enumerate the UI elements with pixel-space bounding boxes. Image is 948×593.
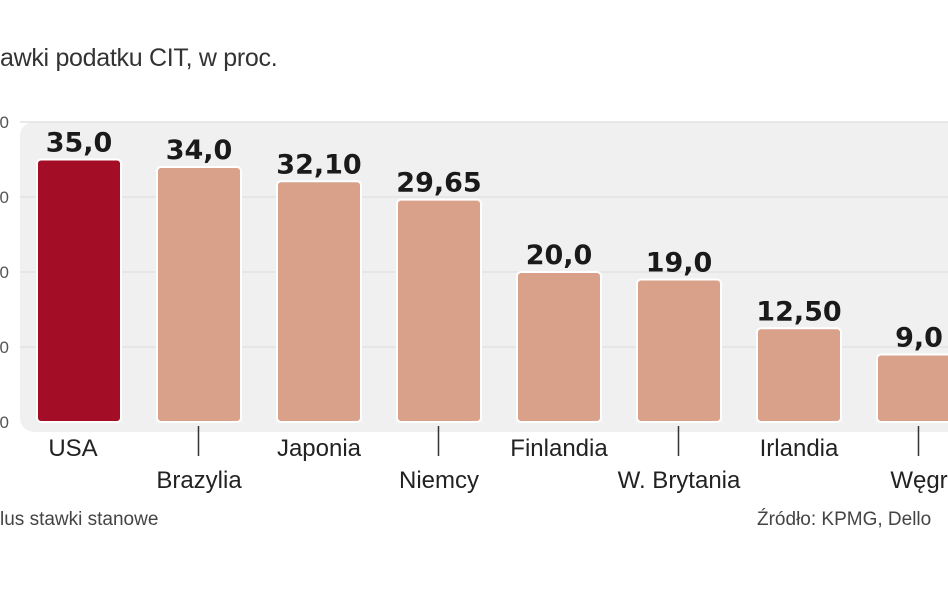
bar-niemcy bbox=[396, 198, 482, 423]
bar-usa bbox=[36, 158, 122, 423]
category-label: Finlandia bbox=[510, 435, 608, 462]
bar-w-gr bbox=[876, 353, 948, 423]
value-label: 9,0 bbox=[895, 323, 943, 354]
value-label: 20,0 bbox=[526, 240, 593, 271]
bar-w-brytania bbox=[636, 278, 722, 423]
value-label: 35,0 bbox=[46, 128, 113, 159]
category-label: Węgr bbox=[890, 467, 947, 494]
value-label: 34,0 bbox=[166, 135, 233, 166]
bar-irlandia bbox=[756, 327, 842, 423]
category-label: Irlandia bbox=[760, 435, 839, 462]
category-label: Japonia bbox=[277, 435, 362, 462]
y-tick-label: 0 bbox=[0, 413, 9, 432]
category-label: Brazylia bbox=[156, 467, 242, 494]
chart-title: awki podatku CIT, w proc. bbox=[0, 44, 278, 72]
y-tick-label: 0 bbox=[0, 188, 9, 207]
value-label: 12,50 bbox=[756, 296, 841, 327]
bar-brazylia bbox=[156, 166, 242, 423]
category-label: W. Brytania bbox=[618, 467, 741, 494]
value-label: 19,0 bbox=[646, 248, 713, 279]
value-label: 32,10 bbox=[276, 149, 361, 180]
y-tick-label: 0 bbox=[0, 338, 9, 357]
category-label: USA bbox=[48, 435, 97, 462]
footnote: lus stawki stanowe bbox=[0, 509, 159, 530]
y-tick-label: 0 bbox=[0, 113, 9, 132]
source-note: Źródło: KPMG, Dello bbox=[757, 509, 932, 530]
y-tick-label: 0 bbox=[0, 263, 9, 282]
value-label: 29,65 bbox=[396, 168, 481, 199]
bar-japonia bbox=[276, 180, 362, 423]
bar-finlandia bbox=[516, 271, 602, 423]
category-label: Niemcy bbox=[399, 467, 479, 494]
